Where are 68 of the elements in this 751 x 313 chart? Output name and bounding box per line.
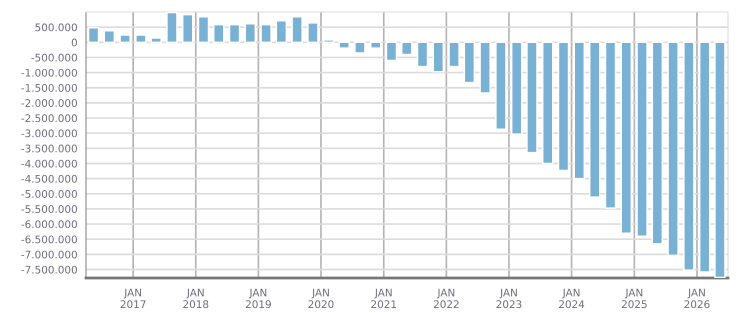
x-tick-label: JAN 2022	[434, 288, 459, 308]
bar	[464, 42, 476, 84]
bar	[401, 42, 412, 56]
bar	[166, 12, 178, 43]
bar	[448, 42, 460, 68]
y-tick-label: -7.000.000	[21, 250, 77, 258]
bar	[432, 42, 444, 72]
bar	[386, 42, 398, 62]
bar	[714, 42, 726, 278]
y-tick-label: -4.000.000	[21, 160, 77, 168]
bar	[119, 34, 131, 43]
bar	[104, 30, 115, 43]
bar	[574, 42, 585, 180]
bar	[291, 16, 303, 43]
x-tick-label: JAN 2017	[120, 288, 146, 308]
bar	[620, 42, 632, 234]
x-tick-label: JAN 2019	[246, 288, 271, 308]
y-tick-label: -3.000.000	[21, 129, 77, 138]
bar	[307, 22, 319, 43]
bar	[526, 42, 538, 154]
bar	[338, 42, 350, 49]
y-tick-label: -5.500.000	[21, 205, 77, 214]
y-tick-label: -6.500.000	[21, 235, 77, 244]
y-tick-label: -500.000	[31, 54, 77, 62]
y-tick-label: -2.500.000	[21, 114, 77, 122]
bar	[276, 20, 288, 43]
y-tick-label: -7.500.000	[21, 266, 77, 274]
bar	[604, 42, 616, 209]
bar	[260, 24, 272, 43]
y-tick-label: -6.000.000	[21, 220, 77, 228]
bar	[683, 42, 695, 271]
bar	[370, 42, 382, 49]
bar	[323, 39, 334, 43]
y-tick-label: -4.500.000	[21, 174, 77, 183]
x-tick-label: JAN 2024	[559, 288, 584, 308]
x-tick-label: JAN 2021	[371, 288, 396, 308]
bar	[135, 34, 147, 43]
bar	[213, 24, 224, 43]
y-tick-label: -3.500.000	[21, 144, 77, 152]
bar	[699, 42, 710, 273]
bar	[244, 23, 256, 43]
bar	[88, 27, 100, 43]
bar	[354, 42, 366, 54]
bar	[416, 42, 428, 68]
x-tick-label: JAN 2018	[183, 288, 208, 308]
y-tick-label: 500.000	[35, 23, 77, 32]
bar	[150, 37, 162, 43]
x-tick-label: JAN 2020	[308, 288, 334, 308]
bar	[558, 42, 570, 172]
y-tick-label: -2.000.000	[21, 99, 77, 107]
x-tick-label: JAN 2023	[496, 288, 522, 308]
bar	[542, 42, 554, 164]
y-tick-label: -1.500.000	[21, 84, 77, 92]
y-tick-label: 0	[72, 38, 77, 46]
bar	[511, 42, 522, 135]
x-tick-label: JAN 2025	[622, 288, 647, 308]
bar	[198, 16, 210, 43]
bar	[667, 42, 679, 256]
bar	[652, 42, 664, 244]
bar	[495, 42, 507, 130]
bar	[636, 42, 648, 237]
bar	[182, 14, 194, 43]
y-tick-label: -1.000.000	[21, 68, 77, 77]
bar	[589, 42, 600, 198]
bar	[479, 42, 491, 94]
y-tick-label: -5.000.000	[21, 190, 77, 198]
bar	[228, 24, 240, 43]
x-tick-label: JAN 2026	[684, 288, 710, 308]
